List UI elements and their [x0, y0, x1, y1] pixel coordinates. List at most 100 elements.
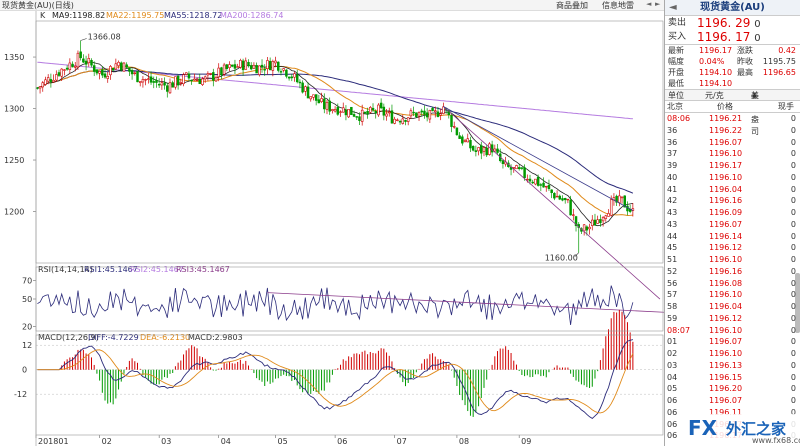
- candle-body: [149, 76, 153, 83]
- candle-body: [217, 67, 220, 78]
- candle-body: [480, 145, 483, 154]
- price-ytick-label: 1200: [4, 208, 24, 217]
- candle-body: [482, 147, 486, 152]
- candle-body: [553, 193, 556, 199]
- candle-body: [420, 110, 423, 113]
- candle-body: [466, 138, 469, 143]
- candle-body: [166, 85, 169, 92]
- candle-body: [401, 118, 405, 124]
- candle-body: [241, 60, 245, 71]
- tick-row: 40 1196.10 0: [667, 172, 796, 182]
- tick-row: 05 1196.20 0: [667, 384, 796, 394]
- tick-row: 02 1196.10 0: [667, 349, 796, 358]
- candle-body: [117, 61, 120, 66]
- candle-body: [618, 195, 621, 203]
- info-mine-button[interactable]: 信息地雷: [602, 1, 634, 10]
- candle-body: [120, 62, 123, 71]
- quote-title: ◄ 现货黄金(AU): [665, 0, 800, 16]
- candle-body: [298, 81, 302, 84]
- rsi-ytick-label: 50: [22, 295, 32, 304]
- candle-body: [539, 184, 543, 186]
- candle-body: [220, 67, 223, 76]
- candle-body: [282, 68, 285, 71]
- ma-legend-1: MA22:1195.75: [106, 11, 164, 20]
- candle-body: [374, 110, 377, 114]
- candle-body: [163, 82, 166, 86]
- tick-row: 57 1196.10 0: [667, 290, 796, 300]
- candle-body: [168, 82, 172, 94]
- candle-body: [125, 64, 128, 68]
- candle-body: [369, 107, 372, 113]
- candle-body: [485, 147, 488, 156]
- annotation-low: 1160.00: [545, 254, 578, 263]
- candle-body: [44, 79, 47, 85]
- watermark-logo: FX 外汇之家 www.fx68.com: [686, 414, 800, 446]
- tick-row: 45 1196.12 0: [667, 243, 796, 253]
- ma-legend-0: MA9:1198.82: [52, 11, 105, 20]
- scroll-left-icon[interactable]: ◄: [646, 0, 652, 8]
- unit-value: 元/克: [705, 91, 724, 100]
- stat-row: 最新 1196.17 涨跌 0.42: [668, 46, 796, 55]
- candle-body: [290, 76, 294, 79]
- candle-body: [404, 119, 407, 122]
- candle-body: [517, 167, 521, 170]
- candle-body: [36, 87, 39, 89]
- candle-body: [609, 199, 613, 216]
- candle-body: [247, 61, 250, 67]
- candle-body: [277, 61, 280, 71]
- candle-body: [463, 139, 467, 142]
- chart-title: 现货黄金(AU)(日线): [2, 1, 74, 10]
- watermark-fx: FX: [688, 416, 718, 440]
- rsi-legend-0: RSI(14,14,14): [38, 265, 93, 274]
- candle-body: [271, 61, 275, 71]
- candle-body: [417, 112, 421, 117]
- quote-panel: ◄ 现货黄金(AU) 卖出 1196. 29 0 买入 1196. 17 0 最…: [664, 0, 800, 446]
- candle-body: [155, 80, 158, 83]
- annotation-high: 1366.08: [88, 32, 121, 41]
- candle-body: [406, 117, 410, 122]
- back-arrow-icon[interactable]: ◄: [669, 2, 677, 13]
- overlay-button[interactable]: 商品叠加: [556, 1, 588, 10]
- candle-body: [528, 178, 532, 182]
- annotation-leader: [574, 252, 579, 257]
- candle-body: [293, 73, 296, 78]
- tick-row: 44 1196.14 0: [667, 231, 796, 241]
- rsi-panel: 70 50 20 RSI(14,14,14)RSI1:45.1467RSI2:45.1…: [22, 265, 664, 331]
- tick-row: 36 1196.07 0: [667, 137, 796, 147]
- tick-row: 08:06 1196.21 0: [667, 114, 796, 123]
- candle-body: [542, 182, 545, 188]
- sell-label: 卖出: [668, 18, 687, 28]
- candle-body: [588, 226, 591, 230]
- xtick-label: 05: [278, 437, 288, 446]
- candle-body: [596, 219, 599, 224]
- candle-body: [128, 67, 131, 72]
- tick-row: 06 1196.11 0: [667, 407, 796, 417]
- candle-body: [60, 68, 63, 77]
- tick-row: 41 1196.04 0: [667, 184, 796, 194]
- tick-list[interactable]: 08:06 1196.21 0 36 1196.22 0 36 1196.07 0 37 1196.…: [665, 113, 800, 445]
- candle-body: [157, 84, 161, 86]
- candle-body: [274, 60, 277, 64]
- sell-price: 1196. 29 0: [697, 16, 761, 30]
- candle-body: [266, 60, 269, 70]
- candle-body: [347, 109, 350, 118]
- xtick-label: 03: [161, 437, 171, 446]
- candle-body: [312, 94, 315, 98]
- candle-body: [358, 116, 361, 121]
- candle-body: [201, 78, 204, 85]
- xtick-label: 08: [459, 437, 469, 446]
- candle-body: [46, 77, 50, 82]
- candle-body: [415, 112, 418, 118]
- candle-body: [325, 101, 329, 110]
- scrollbar[interactable]: [795, 273, 800, 333]
- candle-body: [398, 120, 402, 123]
- candle-body: [190, 79, 193, 82]
- candle-body: [239, 60, 242, 68]
- candle-body: [152, 81, 155, 83]
- trendline-1: [443, 106, 634, 211]
- candle-body: [301, 82, 304, 93]
- tick-row: 58 1196.04 0: [667, 302, 796, 311]
- scroll-right-icon[interactable]: ►: [655, 0, 661, 8]
- xtick-label: 04: [221, 437, 231, 446]
